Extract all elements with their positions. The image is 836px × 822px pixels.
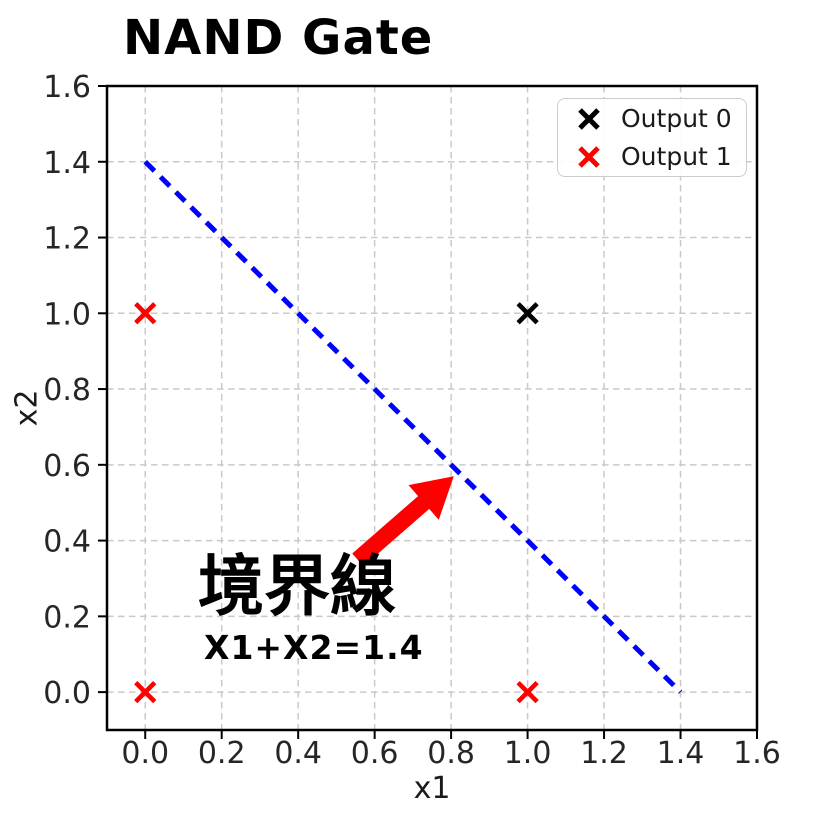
x-marker-icon bbox=[578, 145, 600, 168]
x-tick-label: 1.2 bbox=[580, 736, 628, 771]
plot-spines bbox=[105, 84, 759, 732]
y-tick-label: 1.2 bbox=[43, 222, 91, 257]
y-tick-label: 0.0 bbox=[43, 676, 91, 711]
data-point-marker bbox=[516, 302, 539, 325]
x-tick-label: 0.2 bbox=[198, 736, 246, 771]
data-point-marker bbox=[134, 680, 157, 704]
y-tick-label: 0.8 bbox=[43, 373, 91, 408]
decision-boundary-line bbox=[143, 159, 683, 694]
data-point-marker bbox=[134, 302, 157, 325]
y-tick-label: 0.4 bbox=[43, 525, 91, 560]
legend: Output 0 Output 1 bbox=[557, 98, 747, 177]
y-tick-label: 0.6 bbox=[43, 449, 91, 484]
legend-label-output-1: Output 1 bbox=[621, 142, 732, 171]
annotation-arrow-shaft bbox=[352, 493, 433, 567]
y-tick-label: 1.0 bbox=[43, 297, 91, 332]
annotation-arrow-head bbox=[408, 476, 454, 520]
x-tick-label: 0.8 bbox=[427, 736, 475, 771]
y-tick-label: 1.6 bbox=[43, 70, 91, 105]
x-tick-label: 1.4 bbox=[657, 736, 705, 771]
chart-title: NAND Gate bbox=[123, 10, 434, 66]
x-tick-label: 0.6 bbox=[351, 736, 399, 771]
legend-entry-output-1: Output 1 bbox=[577, 142, 746, 171]
annotation-boundary-label: 境界線 bbox=[198, 548, 396, 625]
annotation-boundary-formula: X1+X2=1.4 bbox=[204, 628, 424, 667]
y-tick-label: 1.4 bbox=[43, 146, 91, 181]
x-tick-label: 0.4 bbox=[274, 736, 322, 771]
data-point-marker bbox=[516, 680, 539, 704]
y-tick-label: 0.2 bbox=[43, 600, 91, 635]
legend-label-output-0: Output 0 bbox=[621, 104, 732, 133]
x-tick-label: 0.0 bbox=[121, 736, 169, 771]
x-tick-label: 1.6 bbox=[733, 736, 781, 771]
y-axis-label: x2 bbox=[9, 389, 45, 427]
x-axis-label: x1 bbox=[413, 771, 451, 806]
legend-entry-output-0: Output 0 bbox=[577, 104, 746, 133]
x-tick-label: 1.0 bbox=[504, 736, 552, 771]
x-marker-icon bbox=[578, 107, 600, 130]
